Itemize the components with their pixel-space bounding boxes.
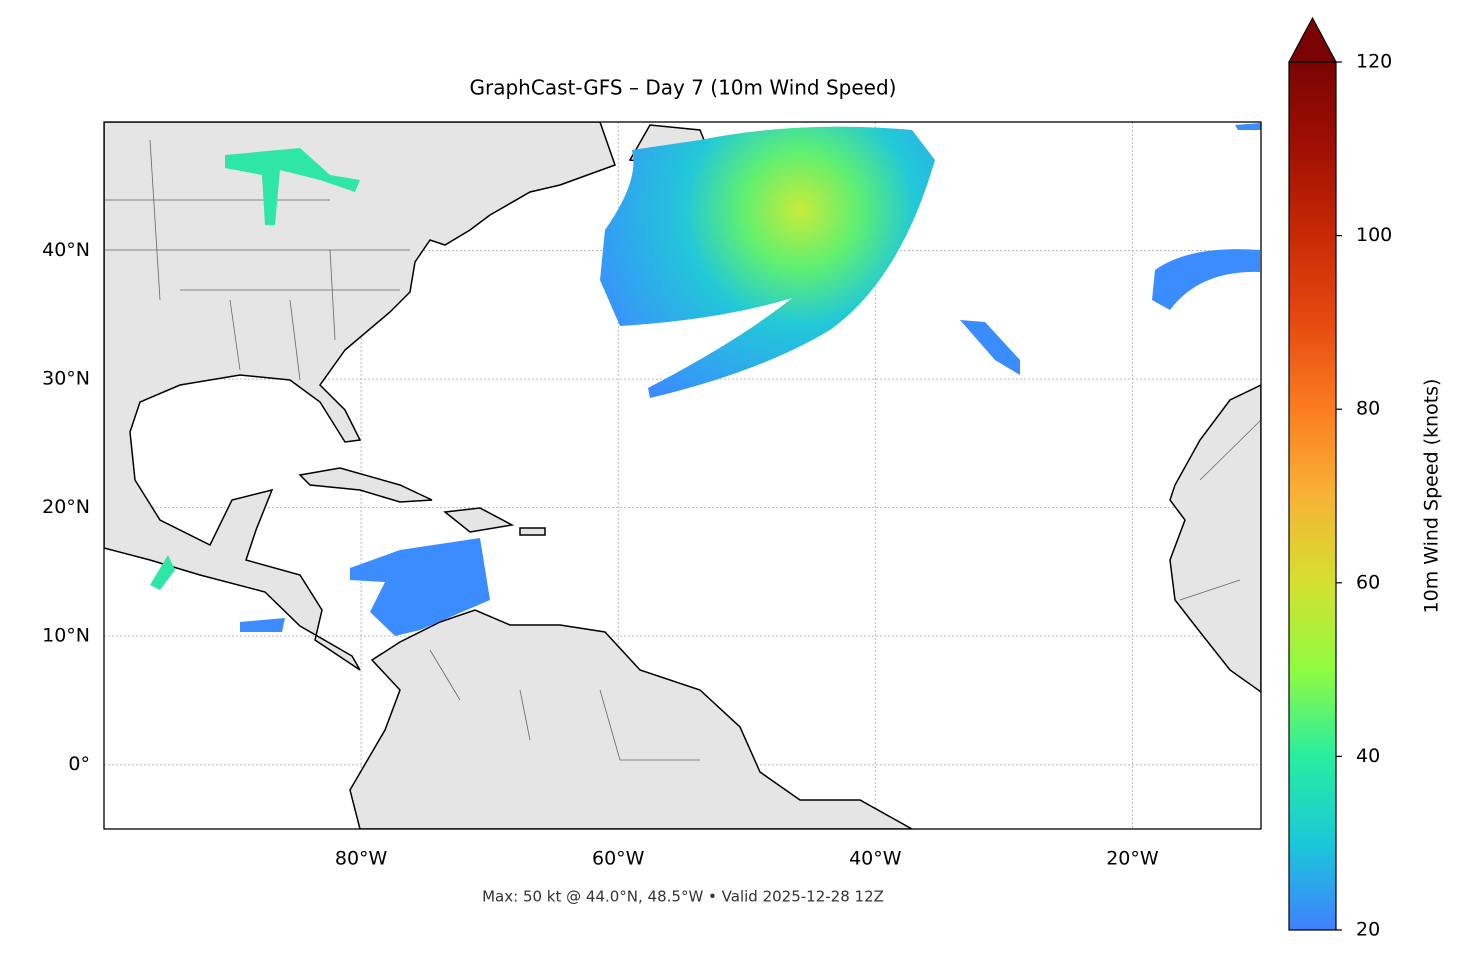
annotation: Max: 50 kt @ 44.0°N, 48.5°W • Valid 2025… [482,888,884,906]
x-tick-label: 20°W [1106,848,1159,870]
y-tick-label: 40°N [42,239,90,261]
colorbar-extend [1287,16,1338,63]
colorbar-tick-label: 100 [1356,224,1392,246]
wind-field [150,123,1261,636]
colorbar-tick-label: 80 [1356,398,1380,420]
plot-frame [103,121,1262,830]
y-tick-label: 30°N [42,368,90,390]
map-area [104,122,1261,829]
y-tick-label: 0° [68,753,90,775]
x-tick-label: 80°W [335,848,388,870]
colorbar-tick-label: 20 [1356,919,1380,941]
y-tick-label: 20°N [42,496,90,518]
colorbar [1288,61,1337,931]
x-tick-label: 40°W [849,848,902,870]
colorbar-tick-label: 120 [1356,51,1392,73]
y-tick-label: 10°N [42,625,90,647]
chart-title: GraphCast-GFS – Day 7 (10m Wind Speed) [470,76,897,100]
x-tick-label: 60°W [592,848,645,870]
colorbar-label: 10m Wind Speed (knots) [1421,379,1443,614]
colorbar-tick-label: 60 [1356,571,1380,593]
colorbar-tick-label: 40 [1356,745,1380,767]
